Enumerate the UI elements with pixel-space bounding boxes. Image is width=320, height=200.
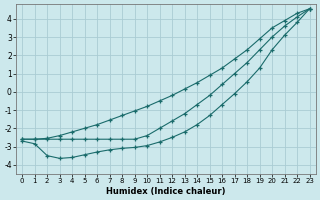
X-axis label: Humidex (Indice chaleur): Humidex (Indice chaleur) <box>106 187 226 196</box>
